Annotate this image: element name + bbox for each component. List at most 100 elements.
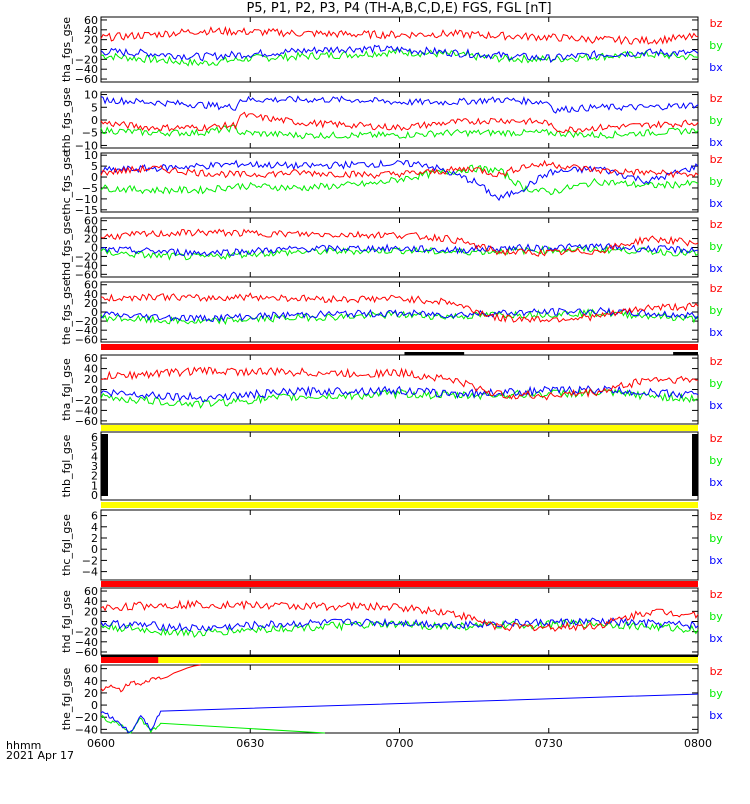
ytick-label: 60 (84, 279, 98, 292)
panel-frame-2 (100, 91, 699, 149)
series-by-tha_fgs_gse (100, 47, 699, 67)
xtick-label: 0800 (684, 737, 712, 750)
series-by-thd_fgs_gse (100, 244, 699, 261)
series-bz-the_fgs_gse (100, 292, 699, 324)
ytick-label: 40 (84, 288, 98, 301)
ytick-label: 0 (91, 306, 98, 319)
status-bar-5 (101, 581, 698, 587)
ytick-label: 0 (91, 616, 98, 629)
ytick-label: 20 (84, 34, 98, 47)
series-by-tha_fgl_gse (100, 387, 699, 409)
ytick-label: 60 (84, 14, 98, 27)
ytick-label: 20 (84, 373, 98, 386)
ytick-label: 5 (91, 101, 98, 114)
legend-bz: bz (710, 665, 723, 678)
ytick-label: 20 (84, 687, 98, 700)
status-bar-4 (101, 502, 698, 508)
legend-bz: bz (710, 355, 723, 368)
series-bx-thc_fgs_gse (100, 159, 699, 202)
ytick-label: −40 (75, 404, 98, 417)
ytick-label: 0 (91, 384, 98, 397)
panel-frame-8 (100, 509, 699, 581)
ytick-label: 5 (91, 160, 98, 173)
status-bar-0 (101, 344, 698, 350)
ytick-label: 10 (84, 89, 98, 102)
legend-bz: bz (710, 282, 723, 295)
legend-by: by (709, 687, 723, 700)
date-label: 2021 Apr 17 (6, 749, 75, 762)
ytick-label: −60 (75, 333, 98, 346)
series-bx-tha_fgs_gse (100, 44, 699, 64)
series-bx-the_fgs_gse (100, 306, 699, 323)
series-bz-thd_fgs_gse (100, 228, 699, 257)
series-bx-the_fgl_gse (100, 693, 699, 733)
xtick-label: 0600 (87, 737, 115, 750)
ytick-label: 60 (84, 215, 98, 228)
ytick-label: −5 (82, 182, 98, 195)
ytick-label: 60 (84, 352, 98, 365)
ytick-label: 0 (91, 543, 98, 556)
legend-bx: bx (709, 399, 723, 412)
status-bar-6 (101, 657, 698, 663)
status-bar-2 (673, 352, 698, 355)
series-by-the_fgl_gse (100, 714, 325, 734)
ytick-label: −40 (75, 636, 98, 649)
legend-bx: bx (709, 709, 723, 722)
series-by-the_fgs_gse (100, 308, 699, 326)
ytick-label: −40 (75, 63, 98, 76)
xtick-label: 0630 (236, 737, 264, 750)
ytick-label: −20 (75, 250, 98, 263)
ylabel-thc_fgs_gse: thc_fgs_gse (60, 150, 73, 215)
figure-title: P5, P1, P2, P3, P4 (TH-A,B,C,D,E) FGS, F… (246, 1, 552, 16)
status-bar-8 (101, 655, 698, 657)
legend-by: by (709, 454, 723, 467)
ytick-label: −10 (75, 139, 98, 152)
ytick-label: 2 (91, 470, 98, 483)
legend-bz: bz (710, 588, 723, 601)
series-bz-tha_fgs_gse (100, 25, 699, 46)
ytick-label: 60 (84, 663, 98, 676)
ytick-label: 3 (91, 460, 98, 473)
legend-bx: bx (709, 632, 723, 645)
legend-by: by (709, 240, 723, 253)
legend-by: by (709, 304, 723, 317)
legend-bx: bx (709, 197, 723, 210)
ytick-label: 4 (91, 521, 98, 534)
ylabel-thd_fgs_gse: thd_fgs_gse (60, 215, 73, 281)
ytick-label: 40 (84, 24, 98, 37)
ylabel-the_fgl_gse: the_fgl_gse (60, 668, 73, 731)
ytick-label: −20 (75, 626, 98, 639)
ylabel-thb_fgs_gse: thb_fgs_gse (60, 87, 73, 153)
ytick-label: 0 (91, 44, 98, 57)
series-bz-the_fgl_gse (100, 664, 201, 693)
ytick-label: −2 (82, 554, 98, 567)
ytick-label: −20 (75, 53, 98, 66)
ytick-label: 10 (84, 149, 98, 162)
thb-fgl-right-block (692, 434, 698, 496)
ytick-label: −20 (75, 711, 98, 724)
ytick-label: 40 (84, 595, 98, 608)
legend-by: by (709, 377, 723, 390)
ytick-label: −40 (75, 324, 98, 337)
ytick-label: 4 (91, 450, 98, 463)
legend-bx: bx (709, 61, 723, 74)
legend-bz: bz (710, 92, 723, 105)
legend-bz: bz (710, 510, 723, 523)
ytick-label: 20 (84, 233, 98, 246)
legend-by: by (709, 532, 723, 545)
ytick-label: 60 (84, 585, 98, 598)
xtick-label: 0700 (386, 737, 414, 750)
panel-frame-7 (100, 431, 699, 501)
ytick-label: −60 (75, 73, 98, 86)
ytick-label: 0 (91, 114, 98, 127)
legend-bz: bz (710, 218, 723, 231)
status-bar-3 (101, 425, 698, 431)
ytick-label: 0 (91, 242, 98, 255)
ytick-label: 20 (84, 297, 98, 310)
series-by-thb_fgs_gse (100, 124, 699, 140)
ytick-label: 0 (91, 699, 98, 712)
legend-bx: bx (709, 262, 723, 275)
ytick-label: 40 (84, 224, 98, 237)
